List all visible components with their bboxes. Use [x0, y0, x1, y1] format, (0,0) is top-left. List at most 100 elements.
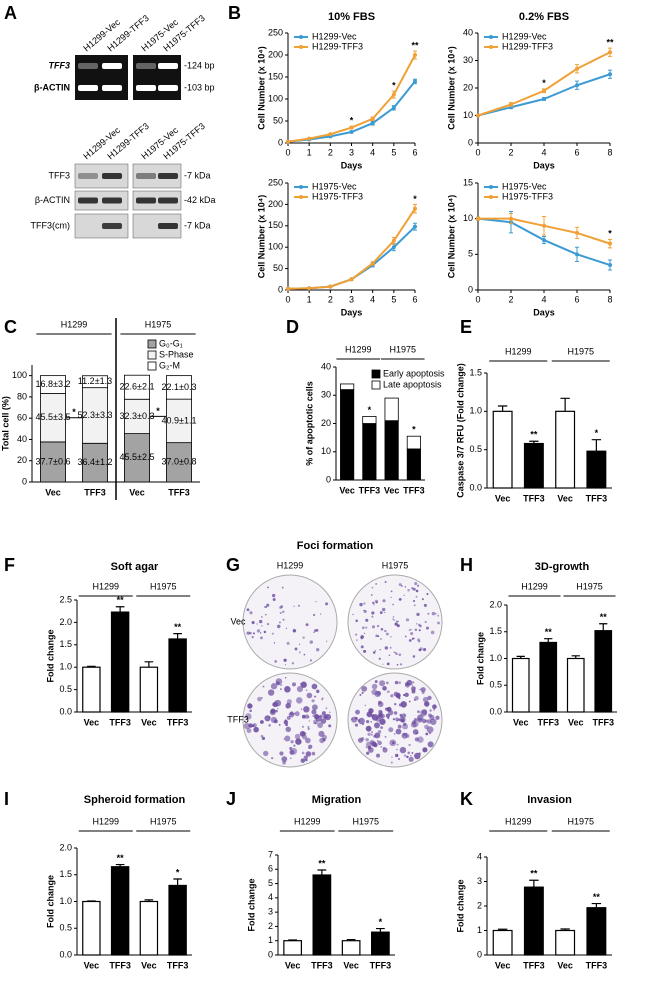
colony	[385, 632, 389, 636]
colony	[376, 624, 380, 628]
row-label: β-ACTIN	[34, 82, 70, 92]
y-tick-label: 0	[278, 137, 283, 147]
colony	[303, 706, 310, 713]
bar	[82, 900, 101, 956]
colony	[370, 733, 373, 736]
colony	[359, 602, 363, 607]
colony	[263, 630, 267, 634]
colony	[362, 723, 365, 726]
value-label: 36.4±1.2	[78, 457, 113, 467]
colony	[314, 722, 317, 725]
colony	[374, 599, 379, 603]
colony	[252, 723, 257, 728]
colony	[390, 590, 393, 593]
colony	[363, 649, 367, 653]
panel-label: I	[4, 789, 9, 809]
colony	[303, 653, 306, 656]
bar-segment	[340, 383, 355, 391]
annotation: *	[595, 428, 599, 438]
size-label: -42 kDa	[184, 195, 216, 205]
annotation: *	[379, 917, 383, 927]
y-tick-label: 3	[477, 876, 482, 886]
colony	[434, 612, 437, 615]
x-tick-label: TFF3	[168, 487, 190, 497]
colony	[435, 715, 440, 720]
y-tick-label: 0.0	[469, 482, 482, 492]
annotation: *	[413, 194, 417, 204]
colony	[279, 751, 284, 756]
colony	[274, 699, 282, 707]
error-bar	[591, 439, 602, 452]
x-tick-label: 2	[508, 294, 513, 304]
colony	[311, 683, 318, 690]
x-tick-label: TFF3	[370, 960, 392, 970]
y-tick-label: 1.0	[469, 406, 482, 416]
y-tick-label: 1.5	[469, 367, 482, 377]
colony	[367, 732, 371, 736]
colony	[424, 701, 430, 707]
annotation: **	[318, 858, 326, 868]
bar-segment	[82, 442, 109, 483]
colony	[370, 720, 372, 723]
colony	[288, 711, 295, 718]
colony	[365, 725, 372, 732]
colony	[408, 743, 411, 747]
bar-segment	[82, 387, 109, 444]
colony	[417, 638, 421, 642]
colony	[421, 718, 427, 724]
x-tick-label: Vec	[84, 717, 100, 727]
x-tick-label: Vec	[285, 960, 301, 970]
error-bar	[173, 878, 182, 886]
colony	[414, 752, 421, 760]
point	[509, 102, 513, 107]
legend-swatch	[371, 369, 381, 379]
bar	[523, 886, 544, 956]
x-tick-label: 1	[307, 294, 312, 304]
bar	[110, 866, 130, 956]
point	[370, 116, 375, 121]
y-tick-label: 2.0	[59, 617, 72, 627]
colony	[417, 710, 420, 714]
colony	[404, 692, 409, 697]
group-label: H1975	[576, 581, 603, 591]
colony	[397, 757, 401, 761]
point	[391, 238, 396, 243]
colony	[320, 718, 327, 724]
colony	[392, 618, 394, 620]
band	[78, 63, 98, 69]
colony	[316, 648, 320, 652]
value-label: 52.3±3.3	[78, 410, 113, 420]
legend-label: Early apoptosis	[383, 368, 445, 378]
y-tick-label: 6	[268, 864, 273, 874]
colony	[426, 719, 432, 724]
error-bar	[560, 397, 570, 412]
colony	[375, 583, 378, 585]
colony	[371, 731, 373, 733]
y-tick-label: 1.0	[489, 653, 502, 663]
colony	[374, 732, 381, 739]
point	[413, 206, 417, 211]
point	[286, 139, 290, 144]
colony	[285, 627, 288, 630]
legend-label: H1299-Vec	[502, 31, 547, 41]
colony	[397, 718, 401, 722]
band	[102, 223, 122, 229]
point	[476, 113, 480, 118]
colony	[286, 706, 289, 709]
bar-segment	[40, 375, 67, 394]
colony	[305, 689, 308, 691]
point	[370, 121, 375, 126]
bar	[586, 450, 607, 489]
y-tick-label: 200	[268, 199, 283, 209]
y-tick-label: 1	[268, 935, 273, 945]
band	[158, 63, 178, 69]
colony	[404, 586, 407, 588]
colony	[382, 686, 387, 691]
bar	[283, 940, 303, 956]
x-tick-label: TFF3	[109, 717, 131, 727]
annotation: **	[411, 40, 419, 50]
colony	[321, 711, 326, 716]
colony	[386, 662, 390, 666]
group-label: H1299	[521, 581, 548, 591]
point	[542, 97, 546, 101]
